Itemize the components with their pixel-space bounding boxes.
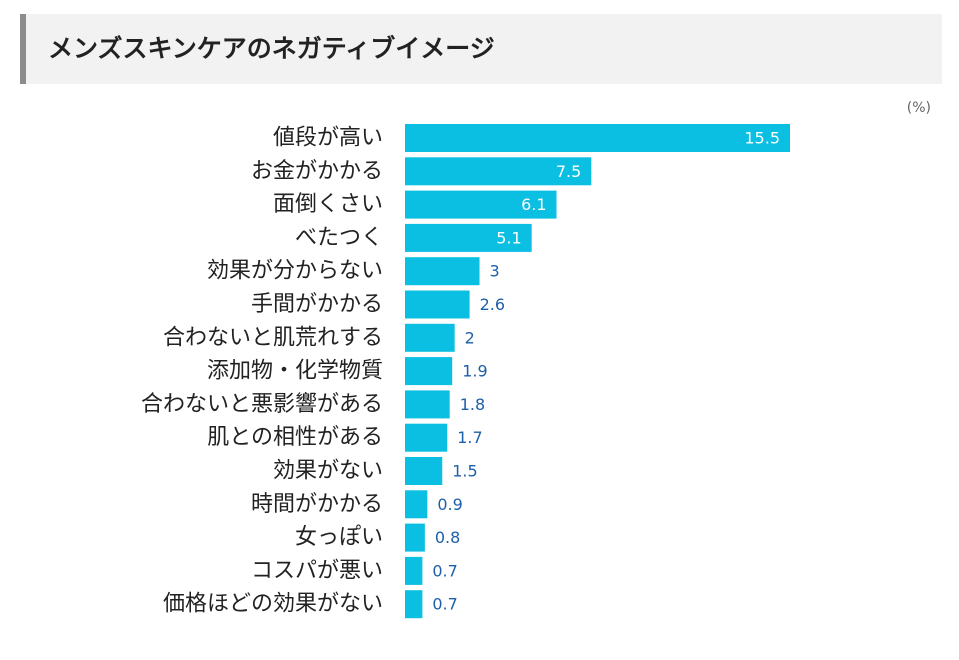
value-label: 15.5 (744, 129, 780, 148)
bar (405, 590, 423, 619)
value-label: 2.6 (480, 295, 505, 314)
value-label: 1.5 (452, 462, 477, 481)
value-label: 7.5 (556, 162, 581, 181)
category-label: お金がかかる (251, 159, 383, 184)
title-box: メンズスキンケアのネガティブイメージ (20, 14, 942, 84)
category-label: 効果が分からない (207, 259, 383, 284)
bar (405, 290, 470, 319)
bar (405, 223, 532, 252)
value-label: 0.8 (435, 528, 460, 547)
value-label: 1.8 (460, 395, 485, 414)
bar (405, 190, 557, 219)
bar (405, 390, 450, 419)
value-label: 0.9 (437, 495, 462, 514)
bar (405, 523, 425, 552)
bar (405, 457, 443, 485)
bar-chart: 値段が高い 15.5 お金がかかる 7.5 面倒くさい 6.1 べたつく 5.1 効果が分からな… (141, 124, 790, 619)
value-label: 3 (490, 262, 500, 281)
value-label: 5.1 (496, 228, 521, 247)
value-label: 6.1 (521, 195, 546, 214)
bar (405, 556, 423, 585)
category-label: べたつく (295, 225, 383, 250)
bar (405, 490, 428, 519)
value-label: 1.7 (457, 428, 482, 447)
category-label: 時間がかかる (251, 492, 383, 517)
category-label: コスパが悪い (251, 558, 383, 583)
bar (405, 323, 455, 352)
category-label: 女っぽい (295, 525, 383, 550)
bar (405, 423, 448, 452)
category-label: 肌との相性がある (207, 425, 383, 450)
category-label: 面倒くさい (273, 192, 383, 217)
category-label: 値段が高い (273, 126, 383, 151)
category-label: 手間がかかる (251, 292, 383, 317)
unit-label: (%) (906, 100, 931, 116)
bar (405, 124, 790, 152)
category-label: 合わないと悪影響がある (141, 392, 383, 417)
bar (405, 257, 480, 286)
value-label: 2 (465, 328, 475, 347)
category-label: 効果がない (273, 459, 383, 484)
value-label: 0.7 (432, 561, 457, 580)
value-label: 1.9 (462, 362, 487, 381)
category-label: 添加物・化学物質 (207, 359, 383, 384)
value-label: 0.7 (432, 595, 457, 614)
category-label: 価格ほどの効果がない (163, 592, 383, 617)
bar (405, 357, 453, 386)
bar (405, 157, 592, 186)
page-title: メンズスキンケアのネガティブイメージ (48, 34, 495, 63)
category-label: 合わないと肌荒れする (163, 325, 383, 350)
